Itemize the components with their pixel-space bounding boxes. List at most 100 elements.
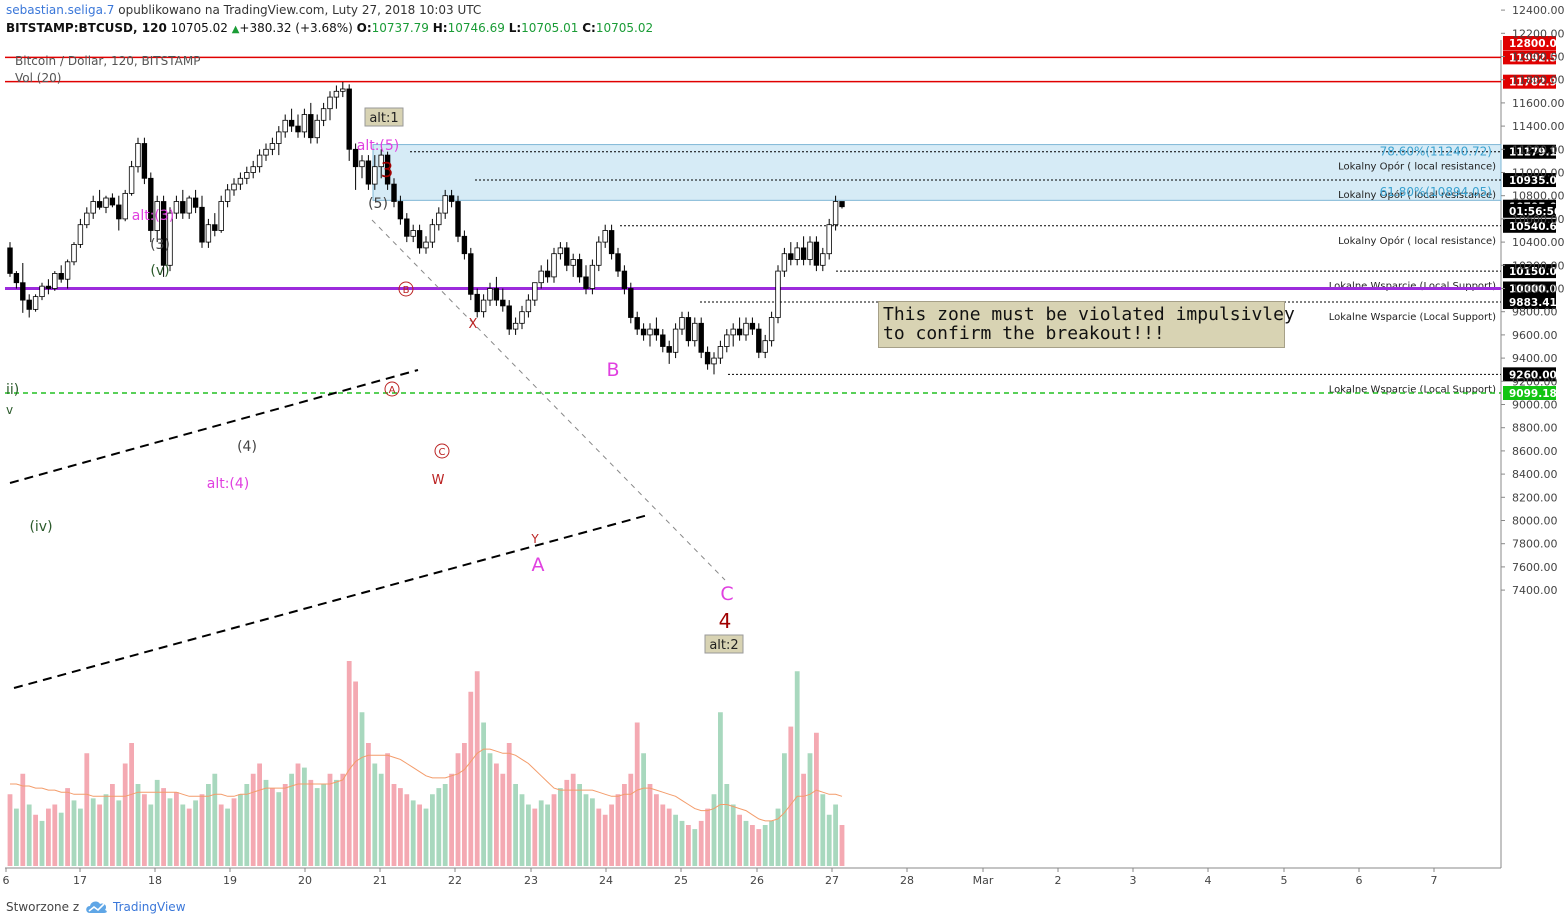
- volume-bar: [327, 773, 333, 866]
- time-tick-label: 27: [825, 874, 839, 887]
- candle-body: [532, 282, 538, 301]
- candle-body: [231, 183, 237, 191]
- candle-body: [608, 230, 615, 255]
- price-badge: [1503, 385, 1556, 400]
- candles: [7, 82, 845, 375]
- price-level-label: Lokalny Opór ( local resistance): [1338, 189, 1496, 201]
- candle-body: [346, 88, 352, 150]
- candle-body: [666, 346, 672, 353]
- volume-bar: [206, 784, 211, 866]
- volume-bar: [334, 779, 339, 866]
- price-badge-label: 10000.00: [1509, 284, 1564, 296]
- candle-body: [493, 288, 500, 301]
- volume-bar: [142, 794, 147, 866]
- wave-projection-line: [371, 219, 726, 581]
- wave-circle: [398, 281, 414, 297]
- candle-body: [628, 288, 634, 318]
- volume-bar: [730, 804, 736, 866]
- candle-body: [583, 276, 589, 289]
- candle-body: [84, 212, 90, 226]
- volume-bar: [46, 808, 51, 866]
- candle-body: [365, 160, 372, 185]
- candle-body: [397, 201, 404, 220]
- price-tick-label: 7400.00: [1512, 584, 1558, 597]
- time-tick-label: 25: [674, 874, 688, 887]
- volume-bar: [372, 763, 378, 866]
- price-badge: [1503, 50, 1556, 65]
- volume-bar: [410, 800, 416, 866]
- time-axis[interactable]: 6 17 18 19 20 21 22 23 24 25 26 27 28 Mar 2 3 4 5 6 7: [3, 868, 1438, 887]
- candle-body: [352, 148, 359, 168]
- volume-ma-line: [10, 748, 843, 822]
- volume-bar: [660, 804, 666, 866]
- candle-body: [384, 154, 391, 185]
- open-label: O:: [356, 21, 372, 35]
- volume-bar: [39, 820, 45, 866]
- candle-body: [391, 183, 397, 202]
- volume-bar: [436, 788, 442, 866]
- candle-body: [263, 148, 269, 156]
- candle-body: [800, 247, 807, 260]
- price-tick-label: 9600.00: [1512, 329, 1558, 342]
- author-link[interactable]: sebastian.seliga.7: [6, 3, 115, 17]
- wave-label: alt:(3): [132, 208, 175, 224]
- candle-body: [295, 125, 301, 133]
- volume-bar: [666, 808, 672, 866]
- wave-label: ii): [6, 382, 19, 398]
- time-tick-label: 2: [1055, 874, 1062, 887]
- time-tick-label: 7: [1431, 874, 1438, 887]
- candle-body: [218, 201, 224, 231]
- candle-body: [640, 328, 647, 336]
- volume-bar: [417, 804, 422, 866]
- price-tick-label: 8600.00: [1512, 445, 1558, 458]
- time-tick-label: 18: [148, 874, 162, 887]
- volume-bar: [705, 808, 710, 866]
- candle-body: [212, 224, 218, 231]
- volume-bar: [737, 814, 742, 866]
- volume-bar: [449, 773, 454, 866]
- volume-bar: [7, 794, 13, 866]
- publish-info: sebastian.seliga.7 opublikowano na Tradi…: [6, 3, 481, 17]
- price-axis[interactable]: 7400.00 7600.00 7800.00 8000.00 8200.00 8400.…: [1501, 0, 1565, 597]
- price-tick-label: 12400.00: [1512, 4, 1565, 17]
- volume-bar: [378, 773, 384, 866]
- candle-body: [564, 247, 570, 266]
- price-tick-label: 8000.00: [1512, 515, 1558, 528]
- candle-body: [525, 299, 532, 313]
- close-value: 10705.02: [595, 21, 654, 35]
- candle-body: [736, 328, 743, 336]
- candle-body: [506, 305, 512, 330]
- tradingview-link[interactable]: TradingView: [113, 900, 186, 914]
- time-tick-label: 20: [298, 874, 312, 887]
- volume-bar: [455, 753, 461, 866]
- volume-bar: [794, 671, 800, 866]
- candle-body: [308, 114, 314, 139]
- price-tick-label: 9000.00: [1512, 399, 1558, 412]
- volume-bar: [270, 788, 275, 866]
- candle-body: [704, 351, 711, 365]
- volume-bar: [564, 779, 570, 866]
- candle-body: [589, 264, 596, 289]
- volume-bar: [494, 763, 499, 866]
- candle-body: [39, 285, 45, 298]
- candle-body: [813, 241, 820, 266]
- volume-bar: [788, 726, 794, 866]
- volume-bar: [385, 753, 390, 866]
- made-with-text: Stworzone z: [6, 900, 80, 914]
- volume-bar: [679, 820, 685, 866]
- volume-bar: [135, 784, 141, 866]
- volume-bar: [545, 804, 550, 866]
- volume-bar: [186, 808, 192, 866]
- volume-bar: [289, 773, 294, 866]
- candle-body: [807, 241, 813, 260]
- volume-bar: [807, 753, 813, 866]
- volume-bar: [391, 784, 397, 866]
- volume-bar: [52, 804, 58, 866]
- volume-bar: [314, 788, 320, 866]
- low-value: 10705.01: [521, 21, 579, 35]
- annotation-note[interactable]: This zone must be violated impulsivley t…: [878, 301, 1295, 348]
- candle-body: [71, 244, 77, 263]
- tradingview-cloud-icon: [86, 901, 107, 913]
- volume-bar: [782, 753, 787, 866]
